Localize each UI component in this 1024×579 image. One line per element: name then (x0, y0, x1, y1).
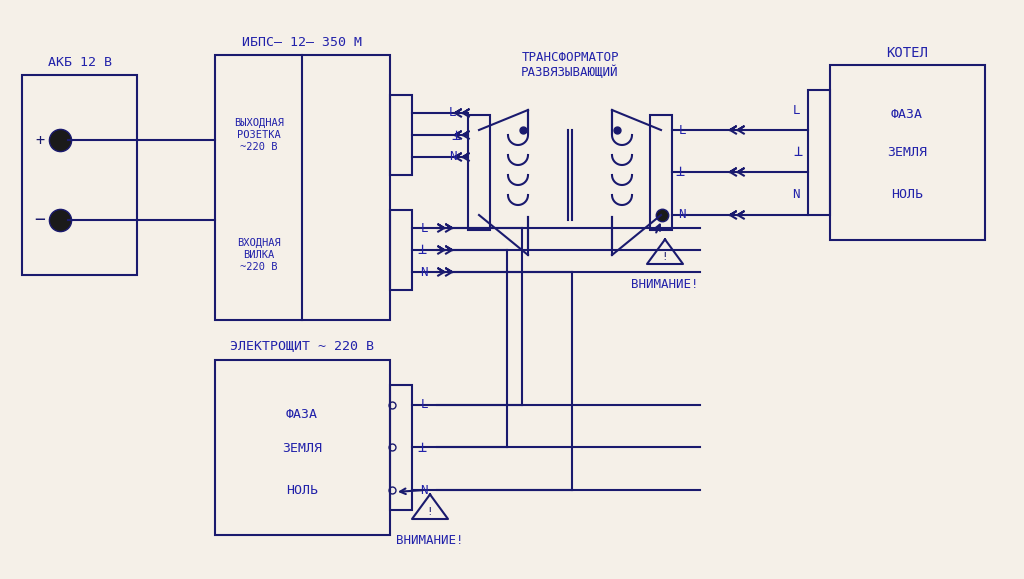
Text: L: L (793, 104, 800, 116)
Text: ЗЕМЛЯ: ЗЕМЛЯ (887, 146, 927, 159)
Bar (215, 360, 390, 535)
Text: L: L (678, 123, 686, 137)
Text: ЗЕМЛЯ: ЗЕМЛЯ (282, 442, 322, 455)
Text: ФАЗА: ФАЗА (891, 108, 923, 122)
Text: ФАЗА: ФАЗА (286, 409, 318, 422)
Text: N: N (793, 189, 800, 201)
Bar (650, 115, 672, 230)
Text: КОТЕЛ: КОТЕЛ (886, 46, 928, 60)
Text: N: N (420, 483, 428, 497)
Text: ТРАНСФОРМАТОР
РАЗВЯЗЫВАЮЩИЙ: ТРАНСФОРМАТОР РАЗВЯЗЫВАЮЩИЙ (521, 51, 618, 79)
Bar (390, 95, 412, 175)
Bar (468, 115, 490, 230)
Text: L: L (450, 107, 457, 119)
Text: N: N (678, 208, 686, 222)
Bar (390, 385, 412, 510)
Text: ⊥: ⊥ (452, 127, 461, 142)
Text: НОЛЬ: НОЛЬ (286, 483, 318, 497)
Bar (215, 55, 390, 320)
Bar (22, 75, 137, 275)
Text: L: L (420, 222, 428, 234)
Text: ⊥: ⊥ (418, 439, 427, 455)
Text: N: N (450, 151, 457, 163)
Text: !: ! (427, 507, 433, 517)
Text: ВХОДНАЯ
ВИЛКА
~220 В: ВХОДНАЯ ВИЛКА ~220 В (237, 239, 281, 272)
Text: ЭЛЕКТРОЩИТ ~ 220 В: ЭЛЕКТРОЩИТ ~ 220 В (230, 339, 374, 353)
Text: ⊥: ⊥ (794, 145, 803, 159)
Text: ⊥: ⊥ (676, 164, 685, 179)
Text: −: − (35, 211, 45, 229)
Text: +: + (36, 133, 45, 148)
Text: N: N (420, 266, 428, 278)
Bar (808, 90, 830, 215)
Text: ВЫХОДНАЯ
РОЗЕТКА
~220 В: ВЫХОДНАЯ РОЗЕТКА ~220 В (233, 118, 284, 152)
Text: ИБПС– 12– 350 М: ИБПС– 12– 350 М (243, 36, 362, 49)
Text: ВНИМАНИЕ!: ВНИМАНИЕ! (631, 278, 698, 291)
Text: L: L (420, 398, 428, 412)
Text: ВНИМАНИЕ!: ВНИМАНИЕ! (396, 533, 464, 547)
Text: ⊥: ⊥ (418, 243, 427, 258)
Text: !: ! (662, 252, 669, 262)
Text: НОЛЬ: НОЛЬ (891, 189, 923, 201)
Bar (830, 65, 985, 240)
Text: АКБ 12 В: АКБ 12 В (47, 57, 112, 69)
Bar (390, 210, 412, 290)
